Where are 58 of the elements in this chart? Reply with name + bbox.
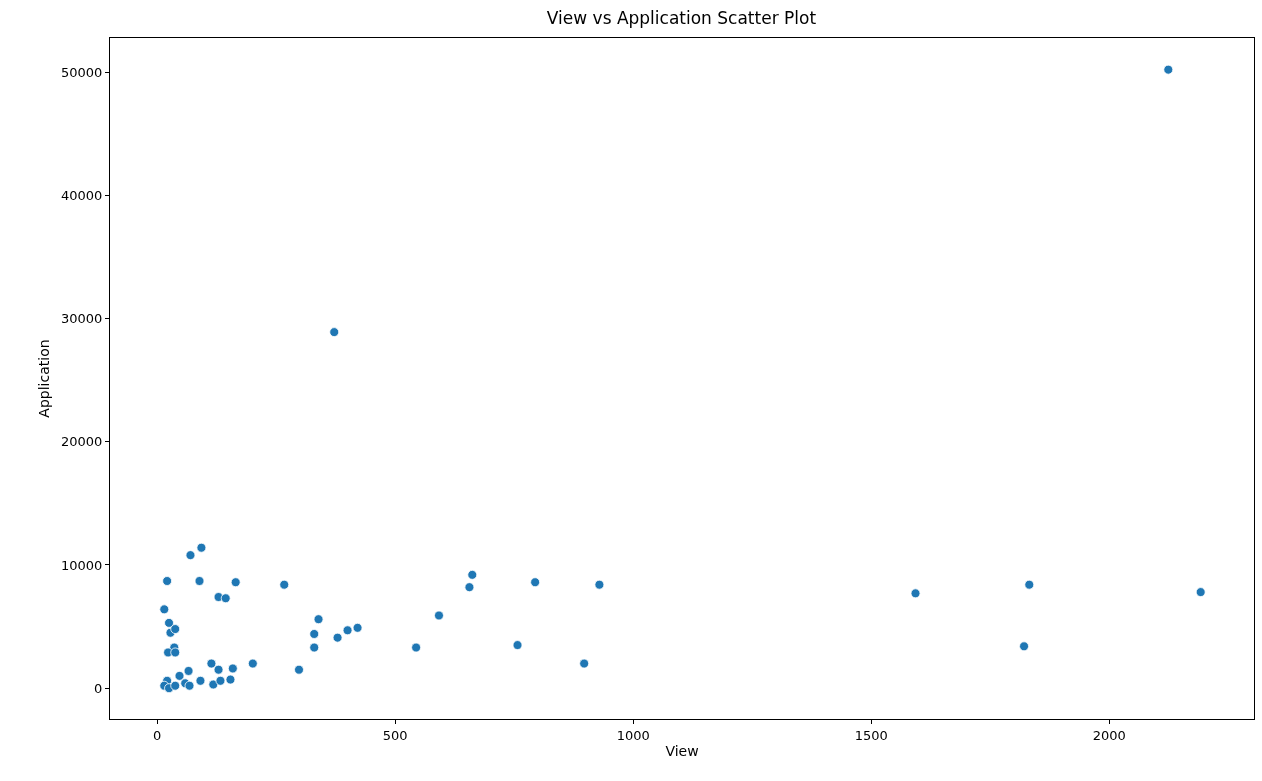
point [208, 679, 219, 690]
point [194, 576, 205, 586]
point [464, 582, 475, 593]
point [434, 610, 444, 621]
point [195, 675, 206, 686]
point [1019, 641, 1029, 652]
x-axis-title: View [665, 742, 699, 759]
point [1024, 579, 1035, 590]
point [170, 647, 181, 658]
y-axis-title: Application [35, 339, 52, 418]
y-tick-label: 10000 [61, 557, 103, 573]
point [910, 588, 921, 599]
point [185, 550, 196, 561]
y-tick-label: 50000 [61, 64, 103, 80]
chart-title: View vs Application Scatter Plot [546, 7, 817, 28]
point [467, 569, 478, 580]
point [247, 658, 258, 669]
point [206, 658, 217, 669]
point [220, 593, 231, 604]
point [329, 327, 340, 338]
point [170, 624, 181, 634]
x-tick-label: 0 [152, 727, 162, 743]
y-tick-label: 20000 [61, 434, 103, 450]
point [309, 642, 320, 653]
point [411, 642, 422, 653]
point [579, 658, 590, 669]
point [164, 617, 174, 628]
point [184, 680, 195, 691]
x-tick-label: 1500 [854, 727, 888, 743]
point [332, 632, 343, 643]
point [213, 664, 224, 675]
point [225, 674, 236, 685]
point [196, 542, 207, 553]
y-tick-label: 40000 [61, 187, 103, 203]
point [352, 622, 363, 633]
x-tick-label: 500 [382, 727, 408, 743]
point [230, 577, 241, 588]
point [170, 680, 181, 691]
x-tick-label: 1000 [616, 727, 650, 743]
point [162, 576, 173, 586]
point [227, 663, 238, 674]
y-tick-label: 0 [94, 680, 103, 696]
point [183, 666, 194, 676]
point [279, 579, 290, 590]
point [594, 579, 605, 590]
point [512, 640, 523, 650]
point [1195, 587, 1206, 597]
x-tick-label: 2000 [1092, 727, 1126, 743]
point [294, 664, 304, 675]
point [530, 577, 541, 588]
point [309, 629, 320, 639]
y-tick-label: 30000 [61, 311, 103, 327]
point [215, 675, 226, 686]
point [342, 625, 353, 636]
point [174, 670, 185, 681]
point [1163, 64, 1174, 75]
point [159, 604, 170, 615]
point [313, 614, 324, 625]
